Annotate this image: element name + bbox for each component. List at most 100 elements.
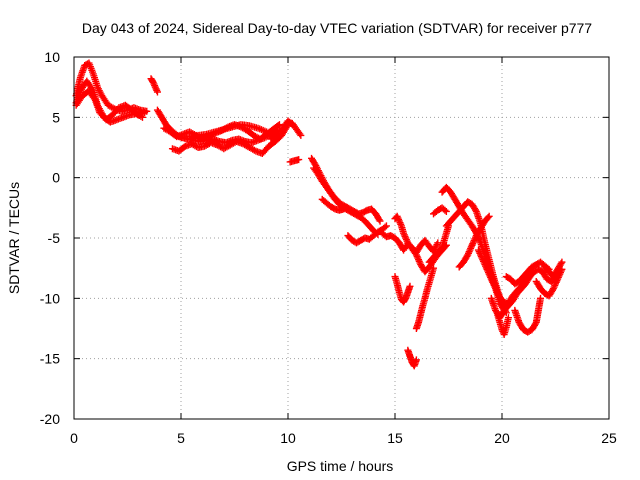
y-tick-label: -15	[40, 351, 60, 367]
y-tick-label: -10	[40, 290, 60, 306]
data-point-marker	[549, 285, 557, 293]
data-point-marker	[537, 294, 545, 302]
data-point-marker	[525, 274, 533, 282]
data-point-marker	[472, 233, 480, 241]
data-point-marker	[400, 229, 408, 237]
data-point-marker	[486, 272, 494, 280]
y-axis-tick-labels: 10 5 0 -5 -10 -15 -20	[40, 49, 60, 427]
data-point-marker	[441, 206, 449, 214]
data-point-marker	[397, 220, 405, 228]
data-point-marker	[475, 248, 483, 256]
data-series	[532, 265, 566, 300]
data-point-marker	[558, 258, 566, 266]
data-point-marker	[412, 356, 420, 364]
axis-ticks-layer	[73, 56, 610, 420]
data-point-marker	[416, 259, 424, 267]
data-point-marker	[382, 222, 390, 230]
data-series	[72, 87, 149, 124]
x-tick-label: 0	[70, 430, 78, 446]
data-point-marker	[484, 269, 492, 277]
data-point-marker	[381, 223, 389, 231]
data-point-marker	[415, 256, 423, 264]
data-point-marker	[470, 236, 478, 244]
data-series	[511, 294, 545, 336]
data-series	[147, 75, 161, 96]
data-point-marker	[553, 277, 561, 285]
data-point-marker	[296, 130, 304, 138]
x-tick-label: 25	[601, 430, 617, 446]
chart-title: Day 043 of 2024, Sidereal Day-to-day VTE…	[82, 20, 592, 36]
data-point-marker	[488, 277, 496, 285]
data-point-marker	[482, 264, 490, 272]
data-point-marker	[149, 78, 157, 86]
data-point-marker	[463, 252, 471, 260]
data-point-marker	[402, 234, 410, 242]
data-point-marker	[484, 213, 492, 221]
data-point-marker	[552, 280, 559, 288]
data-point-marker	[469, 238, 477, 246]
data-point-marker	[413, 253, 421, 261]
data-point-marker	[376, 217, 384, 225]
data-point-marker	[375, 216, 383, 224]
data-point-marker	[467, 243, 475, 251]
y-tick-label: -20	[40, 411, 60, 427]
data-point-marker	[490, 281, 498, 289]
data-point-marker	[406, 282, 414, 290]
data-point-marker	[250, 146, 258, 154]
data-series	[391, 273, 414, 306]
data-point-marker	[141, 109, 149, 117]
data-point-marker	[464, 251, 472, 259]
data-point-marker	[469, 240, 477, 248]
data-point-marker	[484, 267, 492, 275]
data-point-marker	[152, 85, 160, 93]
data-point-marker	[491, 283, 499, 291]
data-point-marker	[340, 205, 348, 213]
data-point-marker	[474, 246, 482, 254]
data-point-marker	[485, 270, 493, 278]
data-point-marker	[477, 253, 485, 261]
data-series	[168, 121, 292, 158]
data-point-marker	[489, 280, 497, 288]
data-point-marker	[478, 254, 486, 262]
data-point-marker	[151, 82, 159, 90]
data-point-marker	[400, 231, 408, 239]
data-point-marker	[526, 273, 534, 281]
data-series	[455, 212, 493, 271]
y-axis-label: SDTVAR / TECUs	[6, 182, 22, 294]
data-series	[284, 118, 305, 139]
data-point-marker	[275, 121, 283, 129]
data-series	[494, 311, 512, 339]
y-tick-label: -5	[48, 230, 61, 246]
data-series	[318, 195, 348, 214]
data-series	[502, 258, 553, 288]
y-tick-label: 5	[52, 109, 60, 125]
data-point-marker	[551, 281, 559, 289]
data-point-marker	[504, 314, 512, 322]
data-series	[160, 121, 283, 143]
data-point-marker	[466, 246, 474, 254]
data-point-marker	[487, 275, 495, 283]
data-point-marker	[150, 80, 158, 88]
data-point-marker	[483, 265, 491, 273]
data-point-marker	[467, 244, 475, 252]
data-point-marker	[481, 261, 489, 269]
x-tick-label: 5	[177, 430, 185, 446]
data-point-marker	[471, 206, 479, 214]
data-point-marker	[554, 275, 562, 283]
data-point-marker	[434, 239, 442, 247]
data-point-marker	[414, 254, 422, 262]
data-point-marker	[557, 260, 565, 268]
x-tick-label: 15	[387, 430, 403, 446]
data-point-marker	[480, 259, 488, 267]
data-point-marker	[297, 131, 305, 139]
data-series	[430, 204, 450, 218]
data-point-marker	[482, 262, 490, 270]
x-axis-label: GPS time / hours	[287, 458, 394, 474]
x-tick-label: 10	[280, 430, 296, 446]
grid-layer	[74, 57, 609, 419]
data-point-marker	[479, 257, 487, 265]
data-series	[541, 258, 566, 281]
data-point-marker	[479, 256, 487, 264]
y-tick-label: 0	[52, 170, 60, 186]
y-tick-label: 10	[44, 49, 60, 65]
